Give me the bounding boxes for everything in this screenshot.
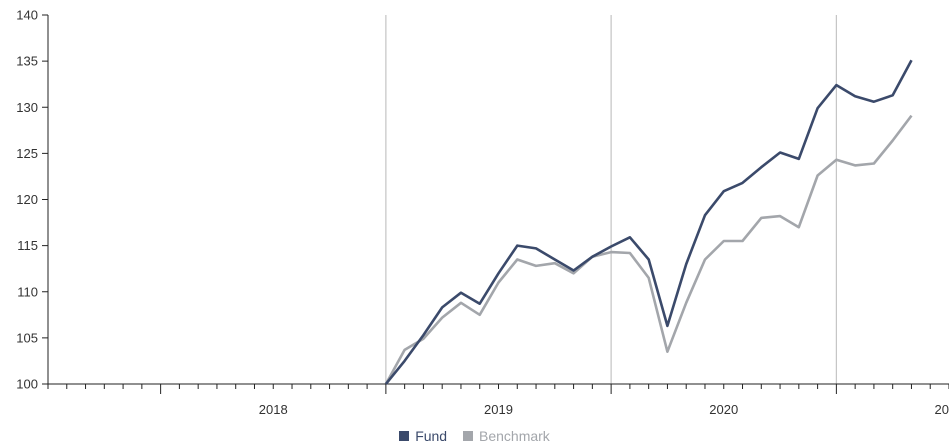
- y-tick-label: 125: [16, 146, 38, 161]
- series-line-benchmark: [384, 114, 913, 385]
- legend-label-fund: Fund: [415, 428, 448, 444]
- year-dividers: [385, 15, 837, 384]
- legend-swatch-benchmark: [463, 431, 473, 441]
- y-tick-label: 115: [17, 238, 38, 253]
- legend-item-benchmark: Benchmark: [463, 428, 550, 444]
- legend: Fund Benchmark: [0, 428, 949, 444]
- y-tick-label: 135: [16, 54, 38, 69]
- series-lines: [384, 59, 913, 385]
- x-tick-label: 2019: [484, 402, 513, 417]
- y-tick-label: 140: [16, 8, 38, 23]
- x-tick-label: 2018: [259, 402, 288, 417]
- y-tick-label: 130: [16, 100, 38, 115]
- legend-label-benchmark: Benchmark: [479, 428, 550, 444]
- legend-swatch-fund: [399, 431, 410, 441]
- y-tick-label: 110: [17, 284, 38, 299]
- y-tick-label: 120: [16, 192, 38, 207]
- y-tick-label: 100: [16, 377, 38, 392]
- x-axis: 2018 2019 2020 2021: [47, 383, 949, 417]
- y-tick-label: 105: [16, 330, 38, 345]
- series-line-fund: [384, 59, 913, 385]
- legend-item-fund: Fund: [399, 428, 447, 444]
- x-tick-label: 2020: [709, 402, 738, 417]
- x-tick-label: 2021: [935, 402, 949, 417]
- y-axis: 100 105 110 115 120 125 130 135 140: [16, 8, 49, 392]
